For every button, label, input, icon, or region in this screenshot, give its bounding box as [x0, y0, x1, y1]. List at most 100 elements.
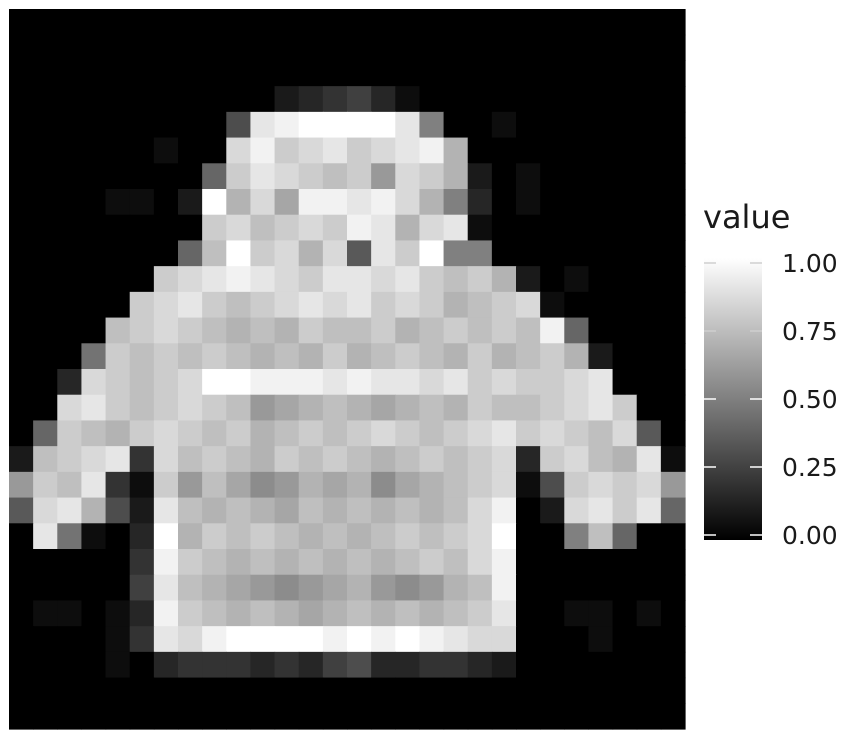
heatmap-cell	[516, 112, 541, 138]
heatmap-cell	[468, 266, 493, 292]
heatmap-cell	[250, 549, 275, 575]
heatmap-cell	[468, 395, 493, 421]
heatmap-cell	[178, 112, 203, 138]
heatmap-cell	[661, 395, 686, 421]
heatmap-cell	[178, 600, 203, 626]
heatmap-cell	[9, 292, 34, 318]
heatmap-cell	[323, 318, 348, 344]
heatmap-cell	[516, 318, 541, 344]
heatmap-cell	[33, 266, 58, 292]
heatmap-cell	[419, 420, 444, 446]
heatmap-cell	[613, 266, 638, 292]
heatmap-cell	[154, 703, 179, 729]
heatmap-cell	[9, 626, 34, 652]
heatmap-cell	[588, 112, 613, 138]
heatmap-cell	[106, 60, 131, 86]
heatmap-cell	[661, 86, 686, 112]
heatmap-cell	[637, 292, 662, 318]
heatmap-cell	[130, 9, 155, 35]
heatmap-cell	[106, 369, 131, 395]
heatmap-cell	[371, 343, 396, 369]
heatmap-cell	[516, 189, 541, 215]
heatmap-cell	[516, 369, 541, 395]
heatmap-cell	[202, 600, 227, 626]
heatmap-cell	[202, 678, 227, 704]
heatmap-cell	[250, 600, 275, 626]
heatmap-cell	[33, 703, 58, 729]
heatmap-cell	[516, 292, 541, 318]
heatmap-cell	[323, 420, 348, 446]
heatmap-cell	[444, 240, 469, 266]
heatmap-cell	[661, 189, 686, 215]
heatmap-cell	[613, 446, 638, 472]
heatmap-cell	[661, 652, 686, 678]
heatmap-cell	[637, 472, 662, 498]
heatmap-cell	[564, 369, 589, 395]
heatmap-cell	[637, 498, 662, 524]
heatmap-cell	[395, 703, 420, 729]
heatmap-cell	[347, 318, 372, 344]
heatmap-cell	[468, 215, 493, 241]
heatmap-cell	[33, 60, 58, 86]
heatmap-cell	[57, 266, 82, 292]
heatmap-cell	[275, 549, 300, 575]
heatmap-cell	[444, 9, 469, 35]
heatmap-cell	[661, 292, 686, 318]
heatmap-cell	[347, 600, 372, 626]
heatmap-cell	[419, 215, 444, 241]
heatmap-cell	[250, 472, 275, 498]
heatmap-cell	[371, 549, 396, 575]
heatmap-cell	[540, 703, 565, 729]
heatmap-cell	[202, 395, 227, 421]
heatmap-cell	[468, 420, 493, 446]
heatmap-cell	[154, 395, 179, 421]
heatmap-cell	[130, 35, 155, 61]
heatmap-cell	[444, 549, 469, 575]
heatmap-cell	[57, 420, 82, 446]
heatmap-cell	[419, 35, 444, 61]
heatmap-cell	[130, 318, 155, 344]
heatmap-cell	[637, 138, 662, 164]
heatmap-cell	[33, 600, 58, 626]
heatmap-cell	[57, 9, 82, 35]
heatmap-cell	[178, 523, 203, 549]
heatmap-cell	[323, 395, 348, 421]
heatmap-cell	[9, 215, 34, 241]
heatmap-cell	[226, 266, 251, 292]
heatmap-cell	[444, 446, 469, 472]
heatmap-cell	[540, 86, 565, 112]
heatmap-cell	[347, 292, 372, 318]
heatmap-cell	[250, 703, 275, 729]
heatmap-cell	[323, 35, 348, 61]
heatmap-cell	[178, 472, 203, 498]
heatmap-cell	[395, 652, 420, 678]
heatmap-cell	[468, 575, 493, 601]
heatmap-cell	[371, 703, 396, 729]
heatmap-cell	[492, 112, 517, 138]
heatmap-cell	[106, 549, 131, 575]
heatmap-cell	[588, 626, 613, 652]
heatmap-cell	[154, 446, 179, 472]
heatmap-cell	[347, 652, 372, 678]
heatmap-cell	[9, 498, 34, 524]
heatmap-cell	[106, 678, 131, 704]
heatmap-cell	[81, 549, 106, 575]
heatmap-cell	[637, 215, 662, 241]
heatmap-cell	[419, 472, 444, 498]
heatmap-cell	[564, 446, 589, 472]
heatmap-cell	[299, 240, 324, 266]
heatmap-cell	[637, 420, 662, 446]
heatmap-cell	[395, 318, 420, 344]
heatmap-cell	[395, 343, 420, 369]
heatmap-cell	[637, 266, 662, 292]
heatmap-cell	[395, 395, 420, 421]
heatmap-cell	[395, 292, 420, 318]
heatmap-cell	[661, 138, 686, 164]
heatmap-cell	[9, 138, 34, 164]
heatmap-cell	[178, 575, 203, 601]
heatmap-cell	[419, 549, 444, 575]
heatmap-cell	[468, 343, 493, 369]
heatmap-cell	[250, 112, 275, 138]
heatmap-cell	[9, 318, 34, 344]
heatmap-cell	[516, 678, 541, 704]
